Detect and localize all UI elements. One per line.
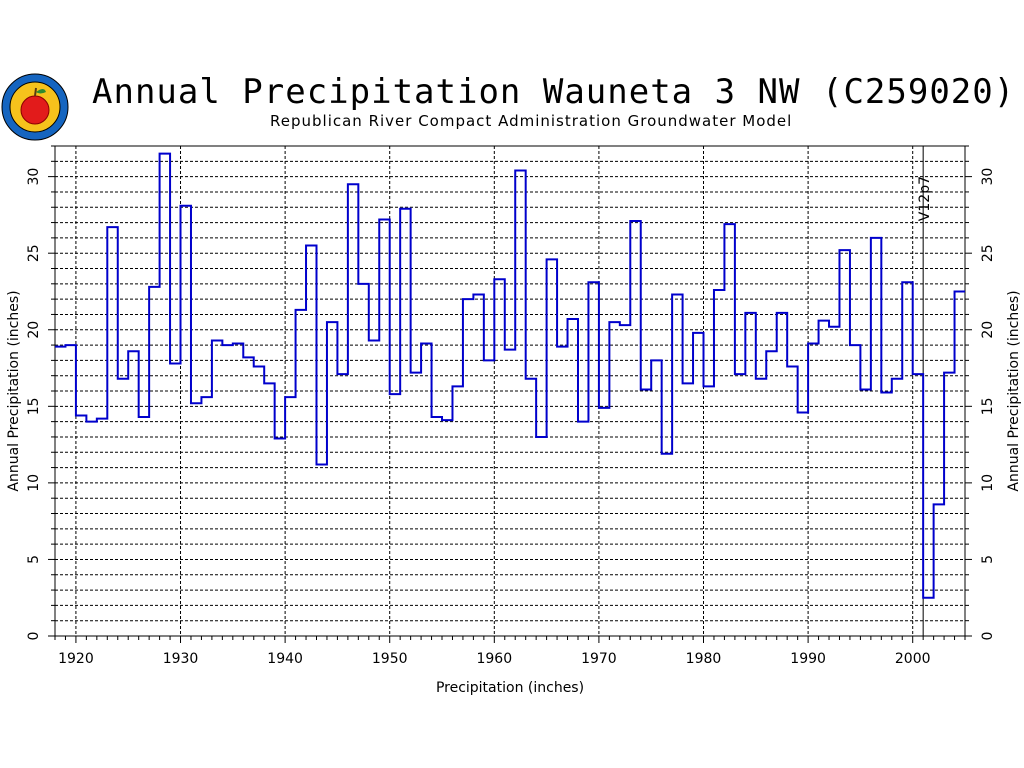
y-tick-label: 20 xyxy=(26,321,42,339)
y-tick-label: 0 xyxy=(26,632,42,641)
y-axis-label: Annual Precipitation (inches) xyxy=(6,290,22,491)
chart-subtitle: Republican River Compact Administration … xyxy=(270,112,793,130)
y-axis-right: 0 5 10 15 20 25 30 xyxy=(965,145,996,641)
y-tick-label: 15 xyxy=(26,397,42,415)
y-tick-label: 25 xyxy=(26,244,42,262)
logo-seal xyxy=(0,72,70,142)
x-tick-label: 1930 xyxy=(163,651,199,667)
y-tick-label-right: 25 xyxy=(980,244,996,262)
y-tick-label-right: 5 xyxy=(980,555,996,564)
x-tick-label: 2000 xyxy=(895,651,931,667)
apple-seal-icon xyxy=(1,73,69,141)
x-tick-label: 1980 xyxy=(686,651,722,667)
y-tick-label-right: 10 xyxy=(980,474,996,492)
y-axis-label-right: Annual Precipitation (inches) xyxy=(1006,290,1022,491)
y-tick-label-right: 15 xyxy=(980,397,996,415)
x-axis-label: Precipitation (inches) xyxy=(436,680,584,696)
x-tick-label: 1960 xyxy=(476,651,512,667)
y-axis-left: 0 5 10 15 20 25 30 xyxy=(26,145,55,641)
x-tick-label: 1920 xyxy=(58,651,94,667)
y-tick-label: 5 xyxy=(26,555,42,564)
y-tick-label: 30 xyxy=(26,168,42,186)
y-tick-label-right: 30 xyxy=(980,168,996,186)
x-tick-label: 1950 xyxy=(372,651,408,667)
y-tick-label-right: 20 xyxy=(980,321,996,339)
chart-title: Annual Precipitation Wauneta 3 NW (C2590… xyxy=(92,72,1016,112)
x-tick-label: 1990 xyxy=(790,651,826,667)
reference-vline-label: V12p7 xyxy=(917,176,933,221)
y-tick-label-right: 0 xyxy=(980,632,996,641)
series-line xyxy=(55,152,965,599)
x-tick-label: 1940 xyxy=(267,651,303,667)
x-axis: 1920 1930 1940 1950 1960 1970 1980 1990 2000 xyxy=(54,636,966,667)
x-tick-label: 1970 xyxy=(581,651,617,667)
y-tick-label: 10 xyxy=(26,474,42,492)
